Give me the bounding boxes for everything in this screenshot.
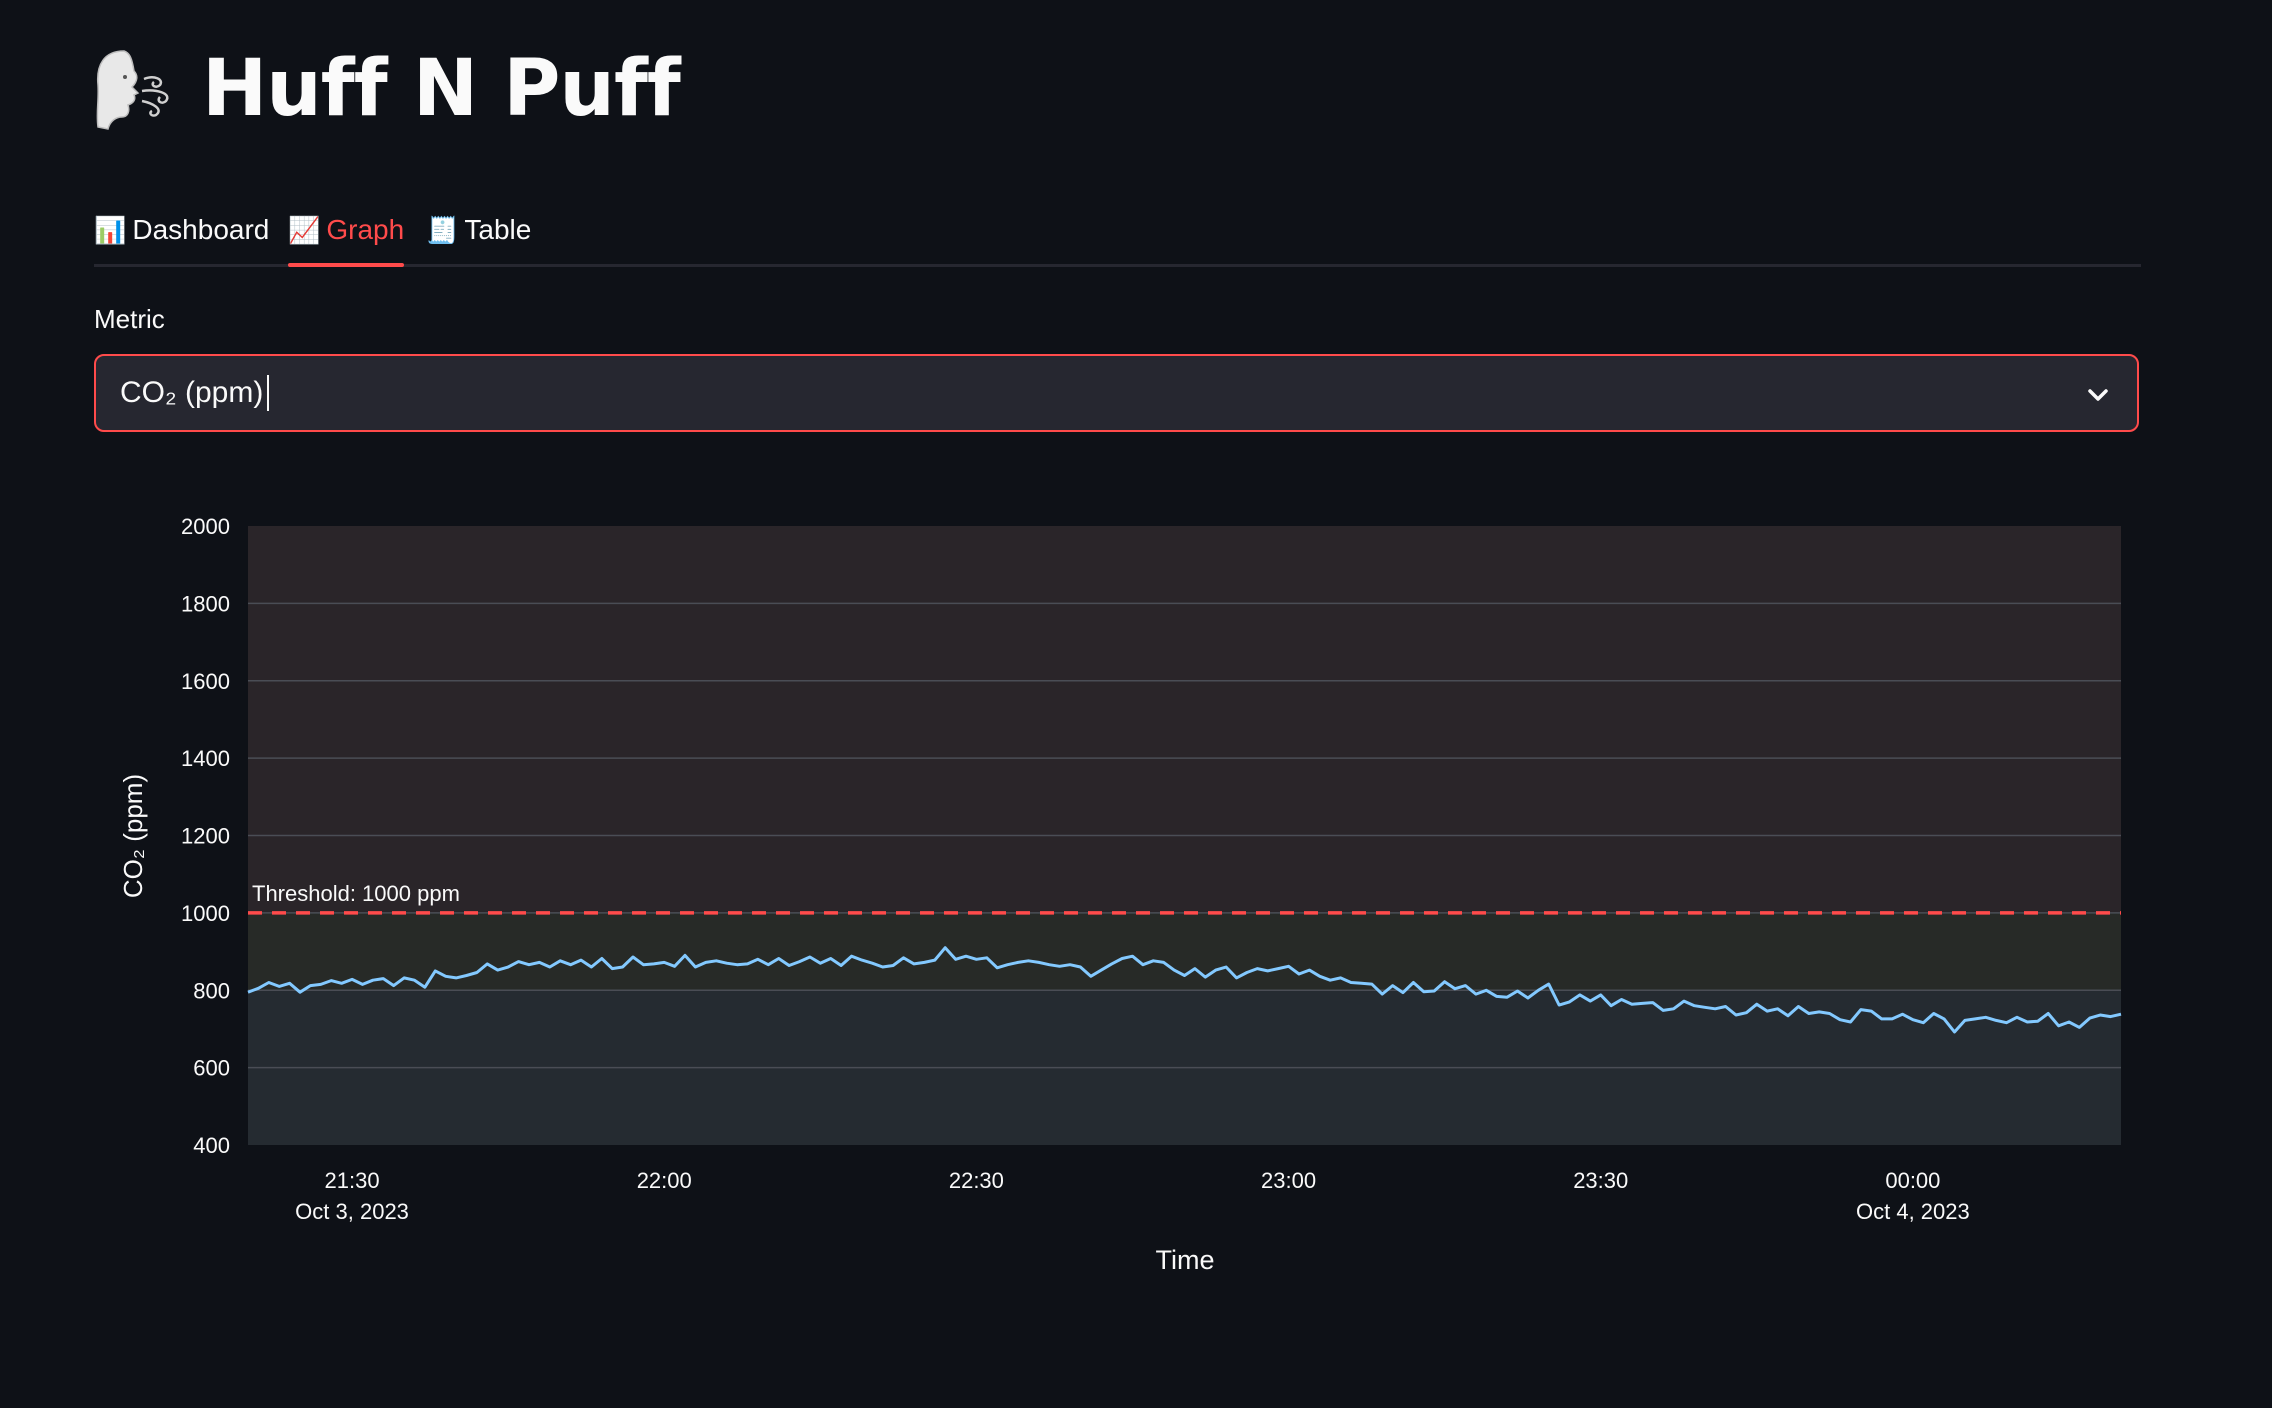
tab-label: Table: [464, 214, 532, 245]
x-tick-label: 22:30: [949, 1168, 1004, 1193]
x-tick-label: 21:30: [325, 1168, 380, 1193]
tab-table[interactable]: 🧾 Table: [426, 196, 531, 264]
threshold-label: Threshold: 1000 ppm: [252, 881, 460, 906]
y-tick-label: 1600: [181, 669, 230, 694]
tab-label: Dashboard: [132, 214, 270, 245]
line-chart-icon: 📈: [288, 214, 321, 245]
x-tick-sublabel: Oct 3, 2023: [295, 1199, 409, 1224]
y-tick-label: 400: [193, 1133, 230, 1158]
y-tick-label: 800: [193, 978, 230, 1003]
co2-line-chart: 400 600 800 1000 1200 1400 1600 1800 2000 21:30 O…: [118, 514, 2122, 1275]
threshold-group: Threshold: 1000 ppm: [248, 881, 2121, 915]
x-tick-label: 00:00: [1885, 1168, 1940, 1193]
bar-chart-icon: 📊: [94, 214, 127, 245]
tab-bar: 📊 Dashboard 📈 Graph 🧾 Table: [94, 196, 2141, 267]
chart-band-1: [248, 912, 2121, 991]
tab-dashboard[interactable]: 📊 Dashboard: [94, 196, 269, 264]
metric-select[interactable]: CO₂ (ppm): [94, 354, 2139, 432]
face-blowing-wind-icon: [96, 50, 169, 130]
x-tick-label: 22:00: [637, 1168, 692, 1193]
y-tick-label: 2000: [181, 514, 230, 539]
metric-selected-value: CO₂ (ppm): [120, 376, 264, 409]
page-title: Huff N Puff: [94, 44, 681, 134]
x-tick-label: 23:00: [1261, 1168, 1316, 1193]
series-line-0: [247, 946, 2122, 1034]
x-tick-label: 23:30: [1573, 1168, 1628, 1193]
x-axis-label: Time: [1156, 1245, 1215, 1275]
tab-label: Graph: [326, 214, 405, 245]
y-axis-label: CO₂ (ppm): [118, 774, 148, 898]
x-axis-ticks: 21:30 Oct 3, 2023 22:00 22:30 23:00 23:30 00:0…: [295, 1168, 1970, 1224]
y-tick-label: 1800: [181, 591, 230, 616]
chart-band-2: [248, 526, 2121, 913]
y-tick-label: 1200: [181, 824, 230, 849]
y-tick-label: 600: [193, 1056, 230, 1081]
x-tick-sublabel: Oct 4, 2023: [1856, 1199, 1970, 1224]
y-tick-label: 1400: [181, 746, 230, 771]
chevron-down-icon[interactable]: [2085, 382, 2111, 408]
receipt-icon: 🧾: [426, 214, 459, 245]
chart-series: [247, 946, 2122, 1034]
text-cursor: [267, 375, 270, 411]
tab-graph[interactable]: 📈 Graph: [288, 196, 405, 267]
y-tick-label: 1000: [181, 901, 230, 926]
app-title: Huff N Puff: [202, 44, 681, 134]
metric-label: Metric: [94, 304, 165, 334]
y-axis-ticks: 400 600 800 1000 1200 1400 1600 1800 2000: [181, 514, 230, 1158]
chart-bands: [248, 526, 2121, 1145]
